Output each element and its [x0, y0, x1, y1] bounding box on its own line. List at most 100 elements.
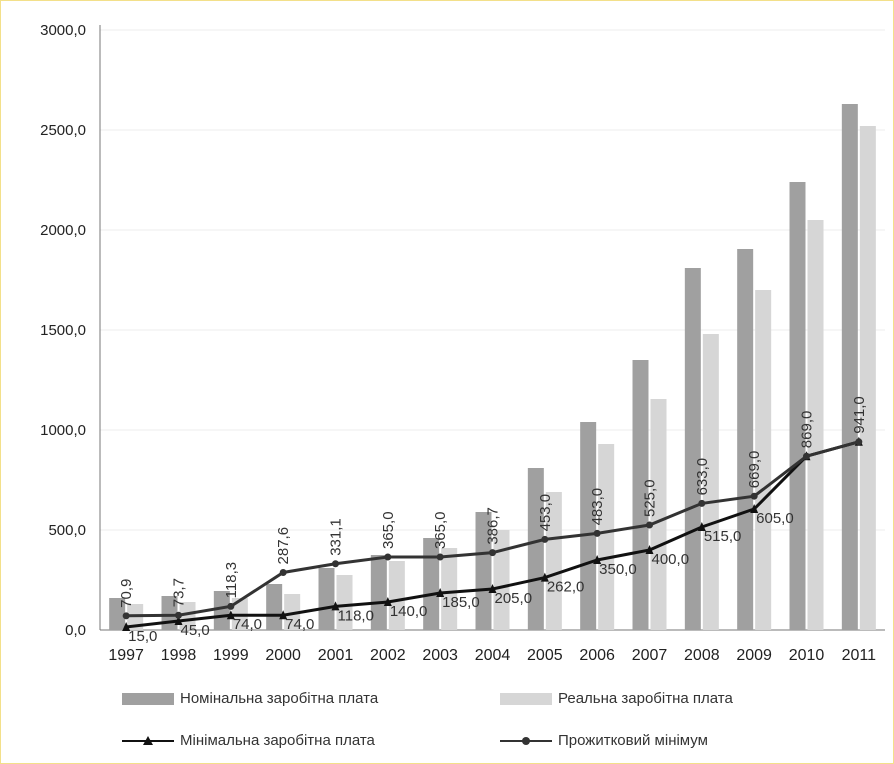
y-tick-label: 500,0	[48, 522, 86, 539]
circle-marker	[593, 529, 601, 537]
x-tick-label: 2009	[736, 647, 772, 664]
bar-nominal	[527, 468, 544, 630]
chart-svg: 0,0 500,0 1000,0 1500,0 2000,0 2500,0 3000,0 19…	[40, 22, 885, 664]
data-label-minimal: 74,0	[285, 616, 314, 633]
triangle-marker	[436, 588, 445, 597]
legend-label-nominal: Номінальна заробітна плата	[180, 690, 379, 707]
data-label-subsistence: 941,0	[851, 396, 868, 434]
y-tick-label: 0,0	[65, 622, 86, 639]
bar-nominal	[423, 538, 440, 630]
triangle-marker	[122, 622, 131, 631]
circle-marker	[436, 553, 444, 561]
data-label-minimal: 74,0	[233, 616, 262, 633]
data-label-minimal: 205,0	[495, 590, 533, 607]
data-label-subsistence: 633,0	[694, 458, 711, 496]
bar-real	[441, 548, 458, 630]
data-label-minimal: 140,0	[390, 603, 428, 620]
bar-real	[388, 561, 405, 630]
triangle-marker	[645, 545, 654, 554]
bar-nominal	[632, 360, 649, 630]
legend-item-real: Реальна заробітна плата	[500, 690, 733, 707]
bar-nominal	[580, 422, 597, 630]
legend-label-subsistence: Прожитковий мінімум	[558, 732, 708, 749]
legend: Номінальна заробітна плата Реальна зароб…	[110, 680, 870, 760]
y-tick-label: 3000,0	[40, 22, 86, 39]
circle-marker	[541, 535, 549, 543]
bar-nominal	[109, 598, 126, 630]
bar-nominal	[318, 568, 335, 630]
data-label-minimal: 350,0	[599, 561, 637, 578]
data-label-minimal: 262,0	[547, 579, 585, 596]
y-tick-label: 1500,0	[40, 322, 86, 339]
data-label-subsistence: 331,1	[328, 518, 345, 556]
x-tick-label: 1999	[213, 647, 249, 664]
circle-marker	[646, 521, 653, 529]
circle-marker	[227, 602, 235, 610]
data-label-subsistence: 525,0	[642, 479, 659, 517]
bar-real	[179, 602, 196, 630]
bar-real	[493, 530, 510, 630]
circle-marker	[489, 549, 496, 557]
bar-real	[598, 444, 615, 630]
bar-nominal	[213, 591, 230, 630]
triangle-marker	[331, 601, 340, 611]
y-tick-label: 2000,0	[40, 222, 86, 239]
data-label-minimal: 45,0	[181, 622, 210, 639]
data-label-subsistence: 365,0	[380, 511, 397, 549]
data-label-subsistence: 483,0	[589, 488, 606, 526]
x-tick-label: 2001	[318, 647, 354, 664]
circle-marker	[122, 612, 130, 620]
bar-real	[336, 575, 353, 630]
triangle-marker	[593, 555, 602, 564]
data-label-subsistence: 453,0	[537, 494, 554, 532]
y-tick-label: 2500,0	[40, 122, 86, 139]
data-label-minimal: 605,0	[756, 510, 794, 527]
x-tick-label: 2006	[579, 647, 615, 664]
data-label-subsistence: 118,3	[223, 562, 240, 598]
bar-nominal	[841, 104, 858, 630]
circle-marker	[803, 452, 810, 460]
triangle-marker	[540, 572, 549, 582]
triangle-marker	[697, 522, 706, 531]
legend-swatch-subsistence	[500, 734, 552, 748]
bar-real	[755, 290, 772, 630]
bar-real	[702, 334, 719, 630]
data-label-subsistence: 73,7	[171, 578, 188, 607]
circle-marker-icon	[522, 736, 530, 745]
circle-marker	[855, 438, 863, 446]
data-label-minimal: 185,0	[442, 594, 480, 611]
bar-nominal	[266, 584, 283, 630]
data-label-minimal: 118,0	[338, 607, 374, 624]
data-label-subsistence: 669,0	[746, 451, 763, 489]
legend-swatch-minimal	[122, 734, 174, 748]
triangle-marker	[383, 597, 392, 606]
data-label-minimal: 15,0	[128, 628, 157, 645]
triangle-marker	[750, 504, 759, 513]
bar-nominal	[370, 555, 387, 630]
bar-nominal	[737, 249, 754, 630]
x-tick-label: 2008	[684, 647, 720, 664]
bar-real	[807, 220, 824, 630]
x-tick-label: 1997	[108, 647, 144, 664]
data-label-minimal: 400,0	[652, 551, 690, 568]
y-tick-label: 1000,0	[40, 422, 86, 439]
legend-swatch-nominal	[122, 692, 174, 705]
x-tick-label: 2004	[475, 647, 511, 664]
bar-nominal	[684, 268, 701, 630]
bar-nominal	[475, 512, 492, 630]
data-label-minimal: 515,0	[704, 528, 742, 545]
data-label-subsistence: 70,9	[118, 579, 135, 608]
bar-real	[859, 126, 876, 630]
circle-marker	[750, 492, 758, 500]
triangle-marker	[226, 610, 235, 620]
legend-item-minimal: Мінімальна заробітна плата	[122, 732, 375, 749]
data-label-subsistence: 287,6	[275, 527, 292, 565]
bar-nominal	[789, 182, 806, 630]
circle-marker	[279, 568, 287, 576]
triangle-marker-icon	[143, 735, 153, 745]
data-label-subsistence: 386,7	[485, 507, 502, 545]
bar-real	[650, 399, 667, 630]
x-tick-label: 2011	[842, 647, 877, 664]
x-tick-label: 2010	[789, 647, 825, 664]
triangle-marker	[488, 584, 497, 593]
